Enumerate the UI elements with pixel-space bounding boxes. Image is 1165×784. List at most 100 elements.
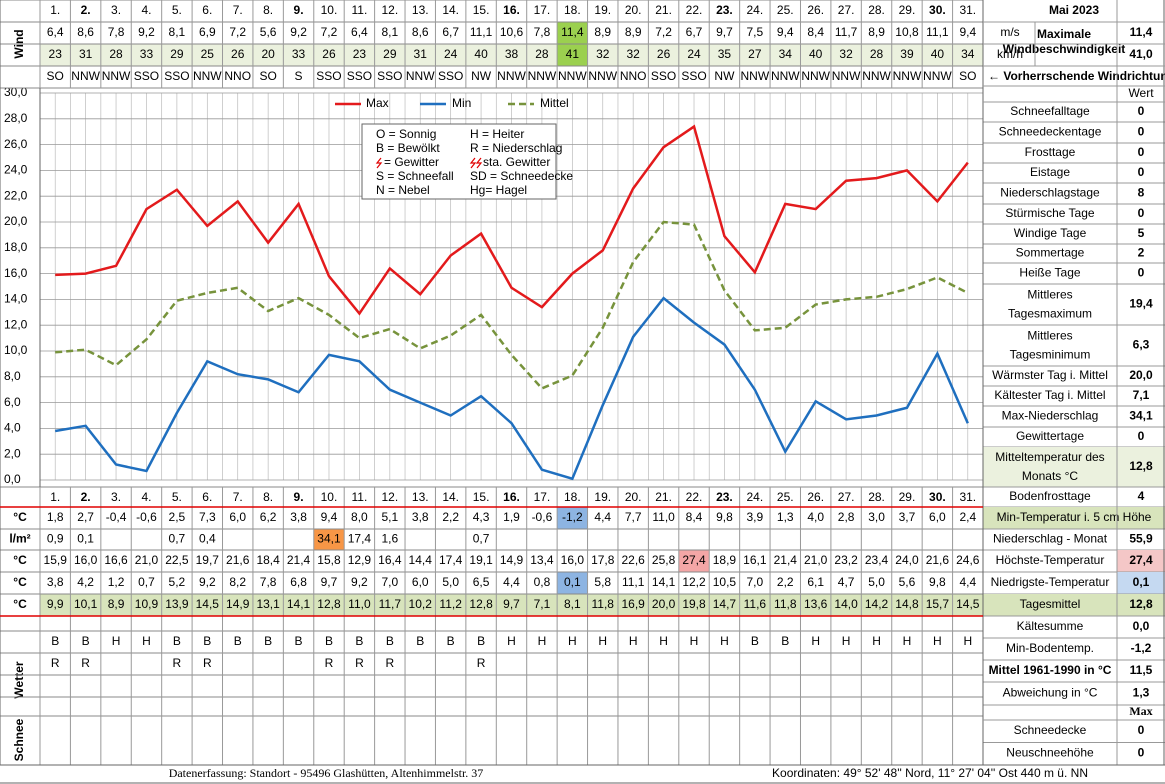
table-value: 8,1: [564, 597, 581, 611]
table-value: 16,4: [378, 553, 402, 567]
wind-direction: NW: [471, 69, 492, 83]
table-value: 0,7: [138, 575, 155, 589]
summary-label: Min-Bodentemp.: [1006, 641, 1094, 655]
table-value: 21,0: [804, 553, 828, 567]
table-value: 2,4: [959, 510, 976, 524]
day-label: 10.: [321, 3, 338, 17]
code-legend-text: R = Niederschlag: [470, 141, 562, 155]
cell-bg: [40, 594, 983, 616]
day-label: 6.: [202, 490, 212, 504]
wind-direction: NNW: [528, 69, 557, 83]
y-tick-label: 4,0: [4, 421, 21, 435]
day-label: 27.: [838, 490, 855, 504]
day-label: 28.: [868, 490, 885, 504]
weather-code: R: [385, 656, 394, 670]
storm-icon: [475, 157, 483, 169]
day-label: 7.: [233, 3, 243, 17]
summary-value: 19,4: [1129, 297, 1153, 311]
wind-kmh: 27: [748, 47, 762, 61]
wind-kmh: 40: [809, 47, 823, 61]
summary-label: Gewittertage: [1016, 429, 1084, 443]
table-value: 7,7: [625, 510, 642, 524]
table-value: 9,7: [321, 575, 338, 589]
weather-code: R: [325, 656, 334, 670]
table-value: 16,0: [74, 553, 98, 567]
day-label: 3.: [111, 3, 121, 17]
wind-direction: NNW: [102, 69, 131, 83]
summary-label: Niederschlag - Monat: [993, 532, 1108, 546]
table-value: 1,9: [503, 510, 520, 524]
weather-code: B: [82, 634, 90, 648]
table-value: 0,9: [47, 532, 64, 546]
wind-ms: 9,2: [138, 25, 155, 39]
wind-direction: SO: [959, 69, 976, 83]
series-line: [55, 296, 969, 481]
wind-ms: 6,7: [442, 25, 459, 39]
weather-code: H: [142, 634, 151, 648]
table-value: 4,4: [503, 575, 520, 589]
summary-value: 6,3: [1133, 338, 1150, 352]
table-value: 10,5: [713, 575, 737, 589]
day-label: 28.: [868, 3, 885, 17]
table-value: 14,9: [500, 553, 524, 567]
table-value: 12,8: [317, 597, 341, 611]
day-label: 5.: [172, 3, 182, 17]
day-label: 5.: [172, 490, 182, 504]
table-value: -1,2: [562, 510, 583, 524]
wind-ms: 6,9: [199, 25, 216, 39]
wind-kmh: 35: [718, 47, 732, 61]
table-value: 6,0: [929, 510, 946, 524]
wind-direction: NNW: [832, 69, 861, 83]
day-label: 26.: [807, 3, 824, 17]
day-label: 24.: [747, 3, 764, 17]
table-value: 9,2: [199, 575, 216, 589]
wind-ms: 5,6: [260, 25, 277, 39]
wind-direction: SSO: [681, 69, 706, 83]
table-value: 19,7: [196, 553, 220, 567]
day-label: 11.: [352, 3, 368, 17]
y-tick-label: 6,0: [4, 395, 21, 409]
day-label: 21.: [655, 3, 672, 17]
wind-ms: 8,9: [594, 25, 611, 39]
table-value: 9,8: [716, 510, 733, 524]
summary-value: 8: [1138, 186, 1145, 200]
weather-code: B: [51, 634, 59, 648]
weather-code: H: [811, 634, 820, 648]
day-label: 10.: [321, 490, 338, 504]
wind-kmh: 24: [444, 47, 458, 61]
wind-ms: 11,1: [926, 25, 949, 39]
table-value: 19,8: [682, 597, 706, 611]
weather-code: H: [872, 634, 881, 648]
wind-direction: SSO: [377, 69, 402, 83]
table-value: 13,1: [256, 597, 280, 611]
month-title: Mai 2023: [1049, 3, 1099, 17]
table-value: 11,8: [592, 597, 615, 611]
wind-ms: 8,6: [77, 25, 94, 39]
wind-ms: 7,5: [747, 25, 764, 39]
row-unit: °C: [13, 553, 27, 567]
day-label: 9.: [294, 3, 304, 17]
wind-max-value: 11,4: [1130, 25, 1153, 39]
table-value: 3,0: [868, 510, 885, 524]
table-value: 5,8: [594, 575, 611, 589]
table-value: 11,0: [652, 510, 675, 524]
y-tick-label: 0,0: [4, 472, 21, 486]
table-value: 13,9: [165, 597, 189, 611]
day-label: 22.: [686, 3, 703, 17]
wind-direction: NNO: [620, 69, 647, 83]
summary-label: Wärmster Tag i. Mittel: [992, 368, 1108, 382]
wind-kmh: 28: [870, 47, 884, 61]
row-unit: °C: [13, 597, 27, 611]
summary-label: Bodenfrosttage: [1009, 489, 1091, 503]
summary-label: Max-Niederschlag: [1002, 409, 1099, 423]
day-label: 30.: [929, 3, 946, 17]
day-label: 6.: [202, 3, 212, 17]
weather-code: B: [234, 634, 242, 648]
wind-ms: 7,2: [229, 25, 246, 39]
weather-code: R: [81, 656, 90, 670]
wind-kmh: 25: [201, 47, 215, 61]
y-tick-label: 22,0: [4, 188, 28, 202]
wind-ms: 7,2: [321, 25, 338, 39]
summary-value: 12,8: [1129, 459, 1153, 473]
